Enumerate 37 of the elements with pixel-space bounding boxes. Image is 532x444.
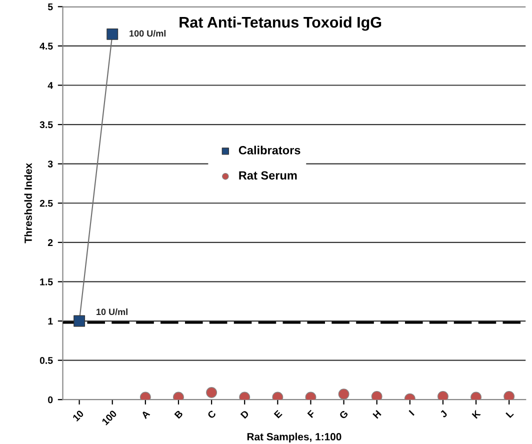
x-tick-label: 10 — [72, 410, 84, 422]
x-axis-title: Rat Samples, 1:100 — [247, 432, 342, 442]
y-tick-label: 1 — [48, 318, 53, 325]
point — [371, 390, 382, 400]
text: Rat Anti-Tetanus Toxoid IgG — [180, 16, 382, 31]
point — [106, 28, 118, 40]
x-tick-label: G — [338, 410, 348, 420]
x-tick-label: L — [506, 410, 514, 418]
x-tick-label: J — [440, 410, 448, 418]
x-tick-label: C — [207, 410, 216, 420]
y-tick-label: 3.5 — [40, 121, 53, 128]
x-tick-label: K — [472, 410, 481, 419]
point — [74, 315, 86, 327]
y-tick-label: 1.5 — [40, 278, 53, 286]
y-tick-label: 0 — [48, 396, 53, 404]
x-tick-label: A — [140, 410, 150, 420]
x-tick-label: 100 — [102, 410, 118, 426]
y-tick-label: 2.5 — [40, 200, 53, 207]
x-tick-label: E — [274, 410, 282, 418]
point — [504, 390, 515, 400]
y-tick-label: 4.5 — [40, 42, 53, 50]
annotation: 10 U/ml — [96, 308, 128, 316]
y-tick-label: 2 — [48, 239, 53, 246]
x-tick-label: D — [240, 410, 250, 419]
legend-label: Calibrators — [238, 146, 300, 154]
y-tick-label: 4 — [48, 82, 53, 89]
x-tick-label: H — [372, 410, 382, 419]
point — [437, 390, 448, 400]
x-tick-label: F — [307, 410, 316, 418]
y-tick-label: 5 — [48, 3, 53, 10]
annotation: 100 U/ml — [130, 30, 166, 37]
y-tick-label: 3 — [48, 160, 53, 168]
x-tick-label: I — [408, 410, 414, 416]
y-tick-label: 0.5 — [40, 357, 53, 364]
x-tick-label: B — [174, 410, 184, 419]
y-axis-title: Threshold Index — [24, 162, 32, 244]
legend-label: Rat Serum — [239, 171, 297, 180]
